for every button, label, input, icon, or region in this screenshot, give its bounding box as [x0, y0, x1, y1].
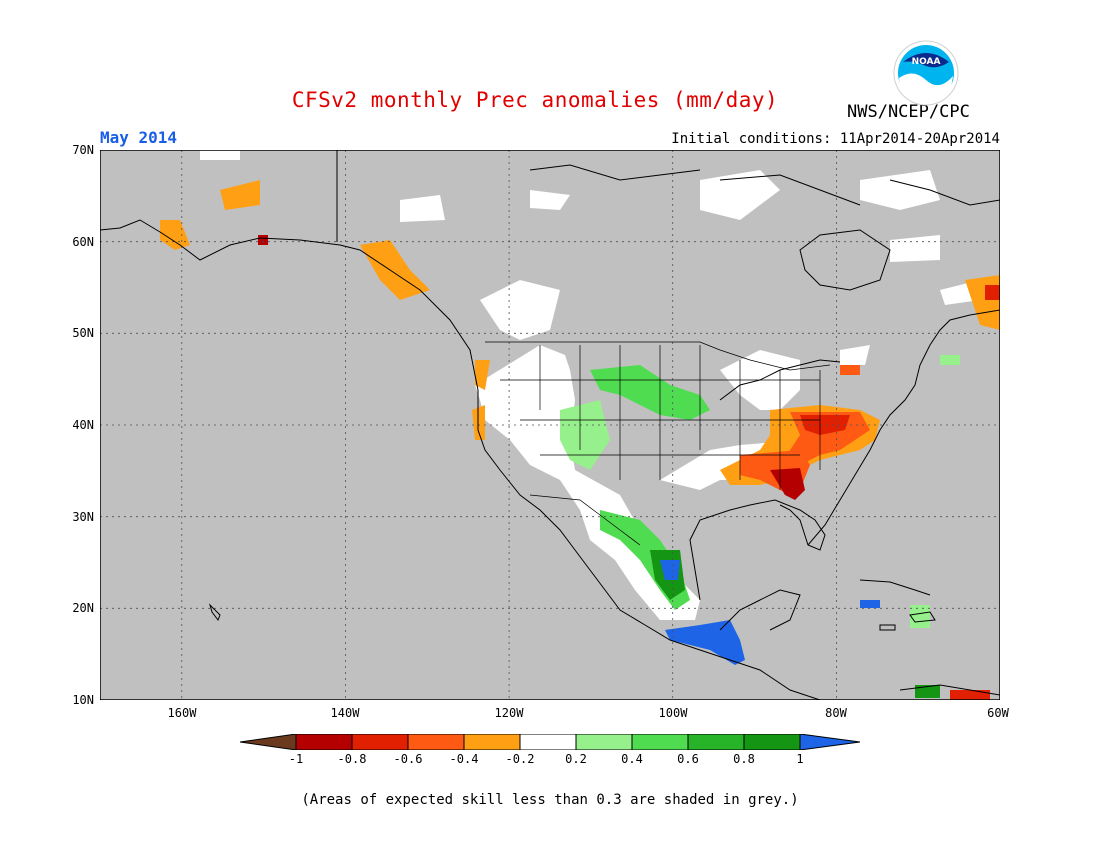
colorbar-label-1: -1 [288, 752, 304, 766]
noaa-logo: NOAA [893, 40, 959, 106]
lat-label-40n: 40N [72, 418, 94, 432]
colorbar-segment-1 [240, 734, 296, 750]
lon-label-80w: 80W [825, 706, 847, 720]
colorbar-label-8: 0.6 [677, 752, 699, 766]
colorbar-label-6: 0.2 [565, 752, 587, 766]
noaa-logo-text: NOAA [912, 57, 941, 67]
lat-label-20n: 20N [72, 601, 94, 615]
colorbar-label-9: 0.8 [733, 752, 755, 766]
map-title: CFSv2 monthly Prec anomalies (mm/day) [291, 88, 779, 112]
lat-label-10n: 10N [72, 693, 94, 707]
political-borders [485, 341, 831, 546]
lon-label-60w: 60W [987, 706, 1009, 720]
lon-label-100w: 100W [658, 706, 688, 720]
colorbar-segment-2 [296, 734, 352, 750]
coastlines [100, 150, 1000, 700]
lat-label-50n: 50N [72, 326, 94, 340]
forecast-period: May 2014 [100, 128, 178, 147]
anomaly-map [100, 150, 1000, 700]
agency-label: NWS/NCEP/CPC [847, 102, 970, 122]
lon-label-140w: 140W [330, 706, 360, 720]
colorbar-label-7: 0.4 [621, 752, 643, 766]
lat-label-60n: 60N [72, 235, 94, 249]
lat-lon-grid [100, 150, 1000, 700]
colorbar-label-3: -0.6 [393, 752, 423, 766]
colorbar-segment-7 [576, 734, 632, 750]
colorbar-label-10: 1 [796, 752, 804, 766]
colorbar-segment-11 [800, 734, 860, 750]
colorbar-label-2: -0.8 [337, 752, 367, 766]
colorbar-segment-6 [520, 734, 576, 750]
colorbar-label-5: -0.2 [505, 752, 535, 766]
colorbar-segment-10 [744, 734, 800, 750]
colorbar-segment-4 [408, 734, 464, 750]
lon-label-160w: 160W [167, 706, 197, 720]
colorbar-segment-3 [352, 734, 408, 750]
colorbar-label-4: -0.4 [449, 752, 479, 766]
colorbar-segment-5 [464, 734, 520, 750]
colorbar-segment-9 [688, 734, 744, 750]
skill-note: (Areas of expected skill less than 0.3 a… [301, 792, 799, 808]
colorbar-segment-8 [632, 734, 688, 750]
lat-label-30n: 30N [72, 510, 94, 524]
lon-label-120w: 120W [494, 706, 524, 720]
initial-conditions: Initial conditions: 11Apr2014-20Apr2014 [671, 131, 1000, 147]
colorbar [240, 734, 860, 750]
lat-label-70n: 70N [72, 143, 94, 157]
